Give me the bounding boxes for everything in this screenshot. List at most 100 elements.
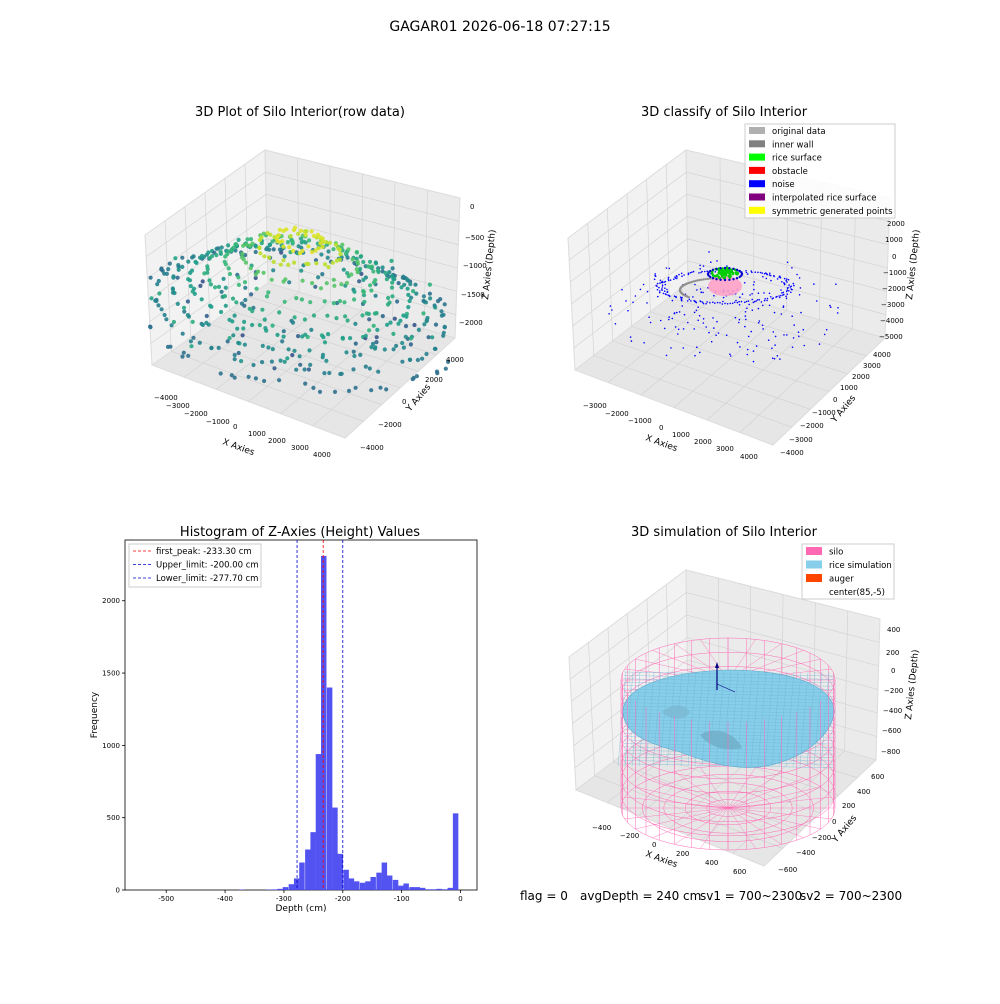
noise-point [798,331,800,333]
noise-point [713,327,715,329]
data-point [163,313,167,317]
noise-point [699,265,701,267]
noise-point [703,318,705,320]
data-point [266,290,270,294]
histogram-bar [289,884,294,890]
data-point [249,266,253,270]
y-tick-label: 2000 [852,373,870,381]
noise-point [708,332,710,334]
noise-point [703,322,705,324]
noise-point [762,305,764,307]
data-point [251,363,255,367]
x-tick-label: −3000 [583,402,607,410]
data-point [257,245,261,249]
data-point [219,310,223,314]
noise-point [662,282,664,284]
z-tick-label: 1000 [885,236,903,244]
noise-point [800,312,802,314]
noise-point [753,289,755,291]
z-tick-label: 200 [886,649,899,657]
data-point [237,351,241,355]
noise-point [793,324,795,326]
data-point [299,269,303,273]
noise-point [611,309,613,311]
x-axis-label: X Axies [221,437,256,458]
noise-point [835,283,837,285]
data-point [275,333,279,337]
x-axis-label: X Axies [644,849,679,870]
noise-point [748,300,750,302]
data-point [326,332,330,336]
data-point [213,285,217,289]
noise-point [672,300,674,302]
noise-point [773,276,775,278]
data-point [318,390,322,394]
data-point [324,359,328,363]
noise-point [770,280,772,282]
noise-point [654,275,656,277]
y-tick-label: 1500 [102,670,120,678]
legend-label: auger [829,575,854,585]
data-point [224,304,228,308]
noise-point [683,347,685,349]
data-point [282,329,286,333]
data-point [415,374,419,378]
histogram-bar [349,878,354,890]
noise-point [694,284,696,286]
data-point [236,341,240,345]
histogram-bar [316,754,321,890]
data-point [227,266,231,270]
data-point [154,298,158,302]
noise-point [643,342,645,344]
data-point [243,343,247,347]
noise-point [694,312,696,314]
z-tick-label: 400 [887,626,900,634]
noise-point [732,268,734,270]
noise-point [687,300,689,302]
data-point [340,372,344,376]
data-point [323,299,327,303]
noise-point [779,297,781,299]
noise-point [747,354,749,356]
noise-point [669,268,671,270]
data-point [180,355,184,359]
x-tick-label: -100 [394,895,410,903]
noise-point [745,270,747,272]
data-point [209,346,213,350]
noise-point [751,299,753,301]
data-point [170,323,174,327]
legend-box [745,124,895,218]
data-point [256,270,260,274]
data-point [339,282,343,286]
data-point [318,241,322,245]
noise-point [615,323,617,325]
data-point [240,252,244,256]
y-tick-label: 400 [857,788,870,796]
data-point [369,388,373,392]
data-point [316,275,320,279]
data-point [400,341,404,345]
x-tick-label: −200 [620,832,639,840]
noise-point [830,306,832,308]
noise-point [829,305,831,307]
data-point [241,244,245,248]
data-point [189,339,193,343]
data-point [311,386,315,390]
data-point [323,262,327,266]
data-point [303,317,307,321]
y-tick-label: −600 [778,866,797,874]
data-point [272,247,276,251]
noise-point [793,283,795,285]
noise-point [670,347,672,349]
data-point [392,347,396,351]
data-point [254,376,258,380]
data-point [399,285,403,289]
z-tick-label: −600 [882,727,901,735]
noise-point [682,305,684,307]
noise-point [709,270,711,272]
data-point [321,245,325,249]
data-point [390,274,394,278]
x-tick-label: -200 [335,895,351,903]
noise-point [748,304,750,306]
